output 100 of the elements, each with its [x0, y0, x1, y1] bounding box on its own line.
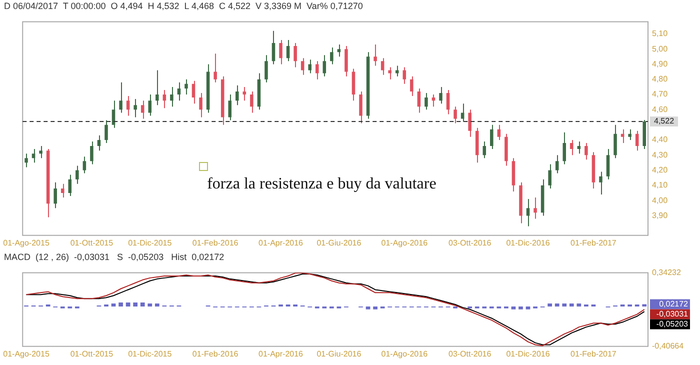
candlestick: [156, 70, 159, 106]
candlestick: [177, 82, 181, 102]
candlestick: [628, 128, 632, 140]
y-tick-label: 4,60: [652, 104, 668, 114]
candlestick: [424, 92, 428, 110]
candlestick: [330, 47, 334, 65]
x-tick-label: 01-Feb-2016: [192, 238, 239, 248]
candlestick: [322, 54, 326, 77]
candlestick: [236, 84, 239, 106]
x-tick-label: 03-Ott-2016: [448, 349, 492, 358]
candlestick: [402, 66, 406, 84]
y-tick-label: 5,00: [652, 44, 668, 54]
candlestick: [272, 30, 276, 65]
candlestick: [468, 109, 472, 138]
chart-subtitle: D 06/04/2017 T 00:00:00 O 4,494 H 4,532 L 4,468 C 4,522 V 3,3369 M Var% 0,71270: [3, 0, 364, 13]
candlestick: [497, 124, 501, 140]
x-tick-label: 01-Giu-2016: [316, 349, 362, 358]
candlestick: [76, 165, 79, 184]
candlestick: [555, 154, 559, 174]
candlestick: [68, 174, 72, 197]
y-tick-label: 4,70: [652, 90, 668, 99]
candlestick: [410, 76, 414, 97]
y-tick-label: 4,30: [652, 150, 668, 160]
y-tick-label: 4,90: [652, 59, 668, 68]
candlestick: [199, 92, 202, 118]
x-tick-label: 01-Dic-2015: [128, 349, 172, 358]
candlestick: [577, 140, 581, 154]
candlestick: [562, 132, 566, 165]
candlestick: [359, 90, 362, 124]
candlestick: [584, 142, 588, 160]
candlestick: [214, 53, 217, 83]
candlestick: [250, 90, 254, 114]
candlestick: [228, 94, 232, 121]
x-tick-label: 01-Ago-2015: [3, 349, 50, 358]
y-tick-label: 0,34232: [652, 268, 682, 278]
candlestick: [380, 58, 384, 76]
candlestick: [395, 65, 399, 77]
candlestick: [32, 148, 36, 164]
x-tick-label: 01-Feb-2016: [192, 349, 239, 358]
candlestick: [388, 66, 392, 80]
candlestick: [344, 46, 348, 77]
candlestick: [482, 140, 486, 159]
candlestick: [417, 88, 421, 114]
candlestick: [294, 42, 297, 68]
candlestick: [614, 124, 617, 159]
y-tick-label: 4,00: [652, 196, 668, 205]
candlestick: [192, 80, 196, 104]
candlestick: [490, 124, 494, 150]
candlestick: [119, 82, 122, 114]
x-tick-label: 03-Ott-2016: [448, 238, 492, 248]
x-tick-label: 01-Ago-2016: [381, 238, 428, 248]
candlestick: [454, 106, 457, 124]
ref-line-label: 4,522: [654, 116, 675, 126]
x-tick-label: 01-Ott-2015: [70, 238, 114, 248]
candlestick: [570, 139, 574, 156]
candlestick: [300, 58, 304, 76]
x-tick-label: 01-Ago-2016: [381, 349, 428, 358]
x-tick-label: 01-Dic-2015: [128, 238, 172, 248]
candlestick: [446, 89, 450, 115]
y-tick-label: 3,90: [652, 210, 668, 220]
candlestick: [337, 44, 341, 58]
candlestick: [460, 103, 464, 122]
candlestick: [352, 68, 356, 102]
candlestick: [97, 134, 101, 152]
y-tick-label: 4,80: [652, 74, 668, 84]
chart-subtitle: MACD (12 , 26) -0,03031 S -0,05203 Hist 0,02172: [3, 251, 226, 264]
x-tick-label: 01-Ott-2015: [70, 349, 114, 358]
candlestick: [126, 96, 130, 116]
x-tick-label: 01-Feb-2017: [570, 349, 617, 358]
y-tick-label: 4,10: [652, 180, 668, 190]
candlestick: [54, 182, 57, 209]
candlestick: [432, 94, 436, 108]
candlestick: [308, 59, 312, 74]
candlestick: [90, 140, 94, 165]
annotation: forza la resistenza e buy da valutare: [207, 175, 436, 192]
y-tick-label: 5,10: [652, 29, 668, 38]
candlestick: [439, 86, 442, 104]
y-tick-label: 4,20: [652, 165, 668, 174]
candlestick: [39, 146, 42, 159]
candlestick: [104, 120, 108, 144]
candlestick: [148, 94, 152, 116]
candlestick: [134, 98, 137, 118]
candlestick: [620, 128, 624, 144]
candlestick: [526, 198, 530, 227]
candlestick: [534, 197, 537, 220]
candlestick: [374, 44, 377, 66]
candlestick: [635, 130, 639, 152]
candlestick: [82, 156, 86, 174]
x-tick-label: 01-Apr-2016: [258, 238, 304, 248]
candlestick: [170, 86, 174, 108]
text: -0,05203: [656, 320, 689, 329]
candlestick: [184, 78, 188, 96]
y-tick-label: 4,40: [652, 135, 668, 144]
candlestick: [162, 89, 166, 109]
candlestick: [264, 54, 268, 83]
text: -0,03031: [656, 310, 689, 319]
candlestick: [112, 100, 116, 128]
candlestick: [548, 164, 552, 189]
y-tick-label: -0,40664: [652, 342, 684, 351]
x-tick-label: 01-Dic-2016: [506, 238, 550, 248]
